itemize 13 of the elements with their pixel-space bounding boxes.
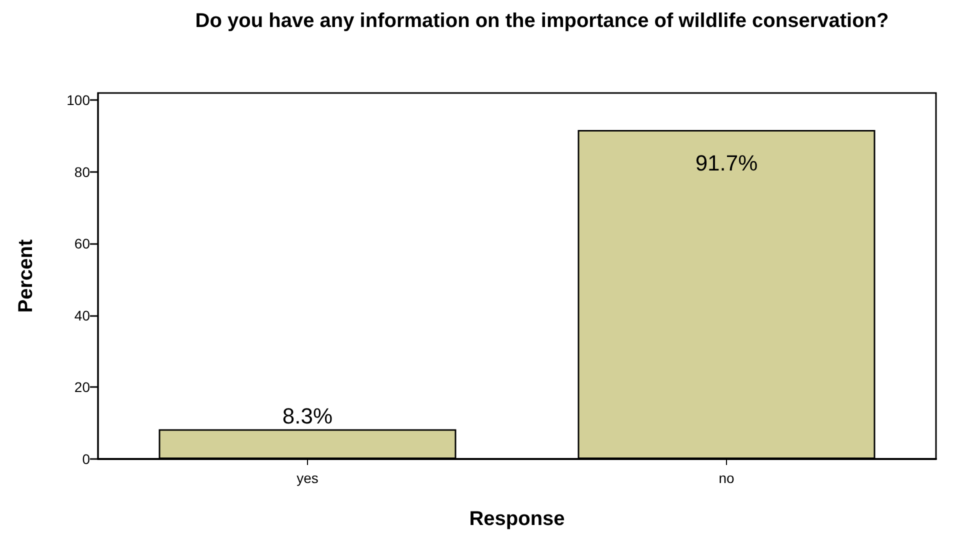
y-tick-label: 80 bbox=[74, 164, 90, 180]
y-tick-label: 0 bbox=[82, 451, 90, 467]
chart-title: Do you have any information on the importance of wildlife conservation? bbox=[195, 10, 889, 32]
x-axis-title: Response bbox=[469, 508, 565, 530]
y-tick-label: 60 bbox=[74, 236, 90, 252]
x-tick-label: yes bbox=[296, 470, 318, 486]
data-label: 8.3% bbox=[282, 404, 333, 429]
y-tick-label: 20 bbox=[74, 379, 90, 396]
data-label: 91.7% bbox=[695, 150, 758, 176]
y-axis-title: Percent bbox=[15, 238, 37, 313]
y-tick-label: 100 bbox=[66, 92, 90, 108]
x-tick-label: no bbox=[718, 470, 734, 486]
y-tick-label: 40 bbox=[74, 307, 90, 324]
